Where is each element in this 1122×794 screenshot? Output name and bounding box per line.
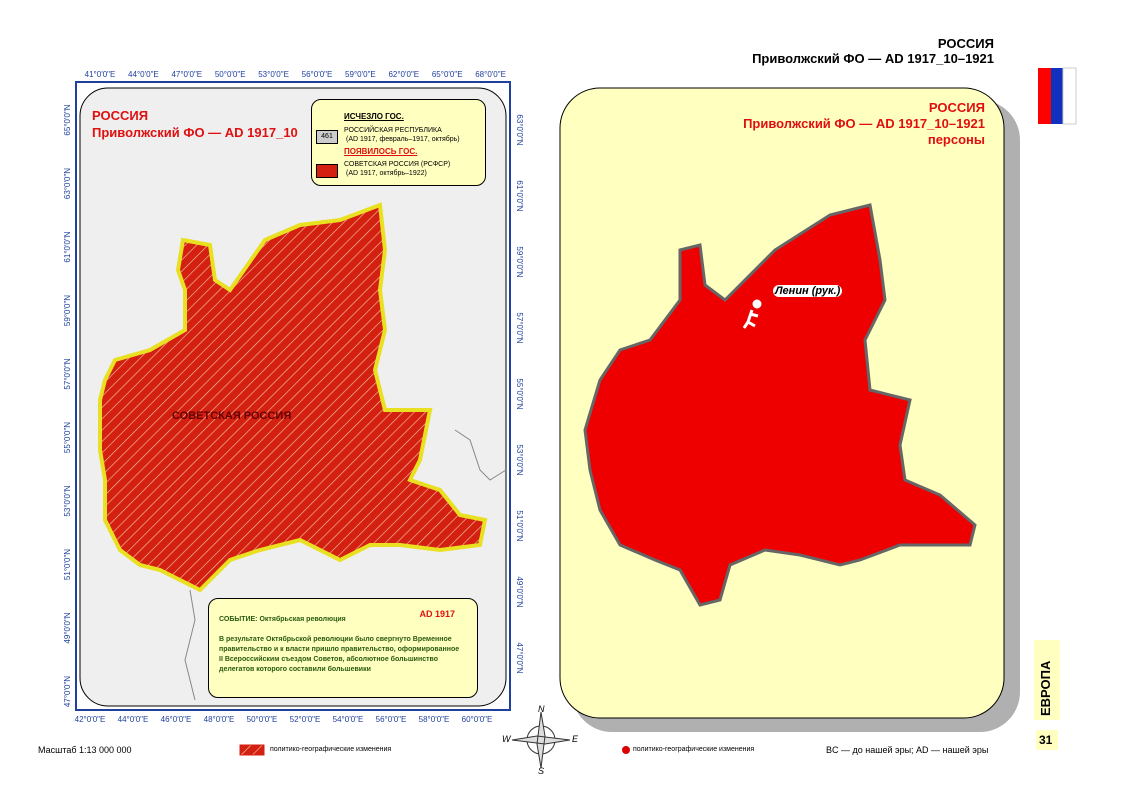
- coordinate-label: 47°0'0"N: [63, 676, 72, 707]
- coordinate-label: 51°0'0"N: [515, 510, 524, 541]
- region-label: СОВЕТСКАЯ РОССИЯ: [172, 410, 292, 422]
- event-box: AD 1917 СОБЫТИЕ: Октябрьская революция В…: [208, 598, 478, 698]
- coordinate-label: 55°0'0"N: [515, 378, 524, 409]
- legend-heading: ИСЧЕЗЛО ГОС.: [344, 112, 404, 121]
- region: [98, 202, 488, 593]
- page-tab: [1036, 730, 1058, 750]
- person-label: Ленин (рук.): [773, 285, 843, 297]
- era-note: BC — до нашей эры; AD — нашей эры: [826, 745, 989, 755]
- scale: Масштаб 1:13 000 000: [38, 745, 132, 755]
- coordinate-label: 63°0'0"N: [515, 114, 524, 145]
- flag: [1062, 67, 1077, 125]
- legend-name: РОССИЙСКАЯ РЕСПУБЛИКА: [344, 127, 442, 134]
- border-line: [184, 589, 196, 701]
- legend-code: 461: [316, 130, 338, 144]
- coordinate-label: 47°0'0"N: [515, 642, 524, 673]
- coordinate-label: 50°0'0"E: [215, 70, 246, 79]
- legend-dot: [622, 746, 630, 754]
- map-subtitle: Приволжский ФО — AD 1917_10: [92, 125, 298, 140]
- coordinate-label: 68°0'0"E: [475, 70, 506, 79]
- coordinate-label: 52°0'0"E: [290, 715, 321, 724]
- coordinate-label: 41°0'0"E: [85, 70, 116, 79]
- coordinate-label: 53°0'0"N: [63, 485, 72, 516]
- legend-swatch: [316, 164, 338, 178]
- legend-text: политико-географические изменения: [633, 746, 755, 753]
- coordinate-label: 47°0'0"E: [171, 70, 202, 79]
- legend-text: политико-географические изменения: [270, 746, 392, 753]
- coordinate-label: 62°0'0"E: [388, 70, 419, 79]
- flag: [1038, 68, 1051, 124]
- coordinate-label: 56°0'0"E: [376, 715, 407, 724]
- coordinate-label: 48°0'0"E: [204, 715, 235, 724]
- legend-heading: ПОЯВИЛОСЬ ГОС.: [344, 147, 418, 156]
- coordinate-label: 44°0'0"E: [128, 70, 159, 79]
- compass: [511, 711, 571, 769]
- coordinate-label: 50°0'0"E: [247, 715, 278, 724]
- map-subtitle: Приволжский ФО — AD 1917_10–1921: [743, 116, 985, 131]
- event-label: СОБЫТИЕ:: [219, 616, 258, 623]
- compass-e: E: [572, 734, 579, 744]
- legend-period: (AD 1917, февраль–1917, октябрь): [346, 136, 460, 143]
- coordinate-label: 55°0'0"N: [63, 422, 72, 453]
- coordinate-label: 65°0'0"N: [63, 104, 72, 135]
- coordinate-label: 63°0'0"N: [63, 168, 72, 199]
- map-frame: [75, 81, 511, 711]
- compass-w: W: [502, 734, 511, 744]
- coordinate-label: 58°0'0"E: [419, 715, 450, 724]
- event-name: Октябрьская революция: [259, 616, 346, 623]
- coordinate-label: 57°0'0"N: [63, 358, 72, 389]
- event-year: AD 1917: [419, 609, 455, 619]
- page-number: 31: [1039, 733, 1053, 747]
- coordinate-label: 53°0'0"E: [258, 70, 289, 79]
- person-icon: [742, 299, 762, 329]
- map-subtitle: персоны: [927, 132, 985, 147]
- coordinate-label: 53°0'0"N: [515, 444, 524, 475]
- section-tab: [1034, 640, 1060, 720]
- coordinate-label: 51°0'0"N: [63, 549, 72, 580]
- coordinate-label: 61°0'0"N: [515, 180, 524, 211]
- coordinate-label: 65°0'0"E: [432, 70, 463, 79]
- coordinate-label: 59°0'0"E: [345, 70, 376, 79]
- region: [583, 203, 977, 607]
- map-title: РОССИЯ: [928, 100, 985, 115]
- coordinate-label: 49°0'0"N: [63, 612, 72, 643]
- legend-period: (AD 1917, октябрь–1922): [346, 170, 427, 177]
- flag: [1051, 68, 1063, 124]
- coordinate-label: 46°0'0"E: [161, 715, 192, 724]
- coordinate-label: 60°0'0"E: [462, 715, 493, 724]
- header-country: РОССИЯ: [937, 36, 994, 51]
- coordinate-label: 49°0'0"N: [515, 576, 524, 607]
- coordinate-label: 59°0'0"N: [63, 295, 72, 326]
- compass-n: N: [538, 704, 545, 714]
- header-region: Приволжский ФО — AD 1917_10–1921: [752, 51, 994, 66]
- border-line: [454, 429, 507, 481]
- coordinate-label: 57°0'0"N: [515, 312, 524, 343]
- legend-swatch: [239, 744, 265, 756]
- coordinate-label: 44°0'0"E: [118, 715, 149, 724]
- coordinate-label: 54°0'0"E: [333, 715, 364, 724]
- event-title: СОБЫТИЕ: Октябрьская революция: [219, 616, 346, 623]
- section: ЕВРОПА: [1038, 660, 1053, 716]
- coordinate-label: 42°0'0"E: [75, 715, 106, 724]
- coordinate-label: 59°0'0"N: [515, 246, 524, 277]
- compass-s: S: [538, 766, 545, 776]
- legend-box: ИСЧЕЗЛО ГОС. 461 РОССИЙСКАЯ РЕСПУБЛИКА (…: [311, 99, 486, 186]
- coordinate-label: 56°0'0"E: [302, 70, 333, 79]
- map-title: РОССИЯ: [92, 108, 149, 123]
- legend-name: СОВЕТСКАЯ РОССИЯ (РСФСР): [344, 161, 451, 168]
- coordinate-label: 61°0'0"N: [63, 231, 72, 262]
- event-text: В результате Октябрьской революции было …: [219, 636, 460, 673]
